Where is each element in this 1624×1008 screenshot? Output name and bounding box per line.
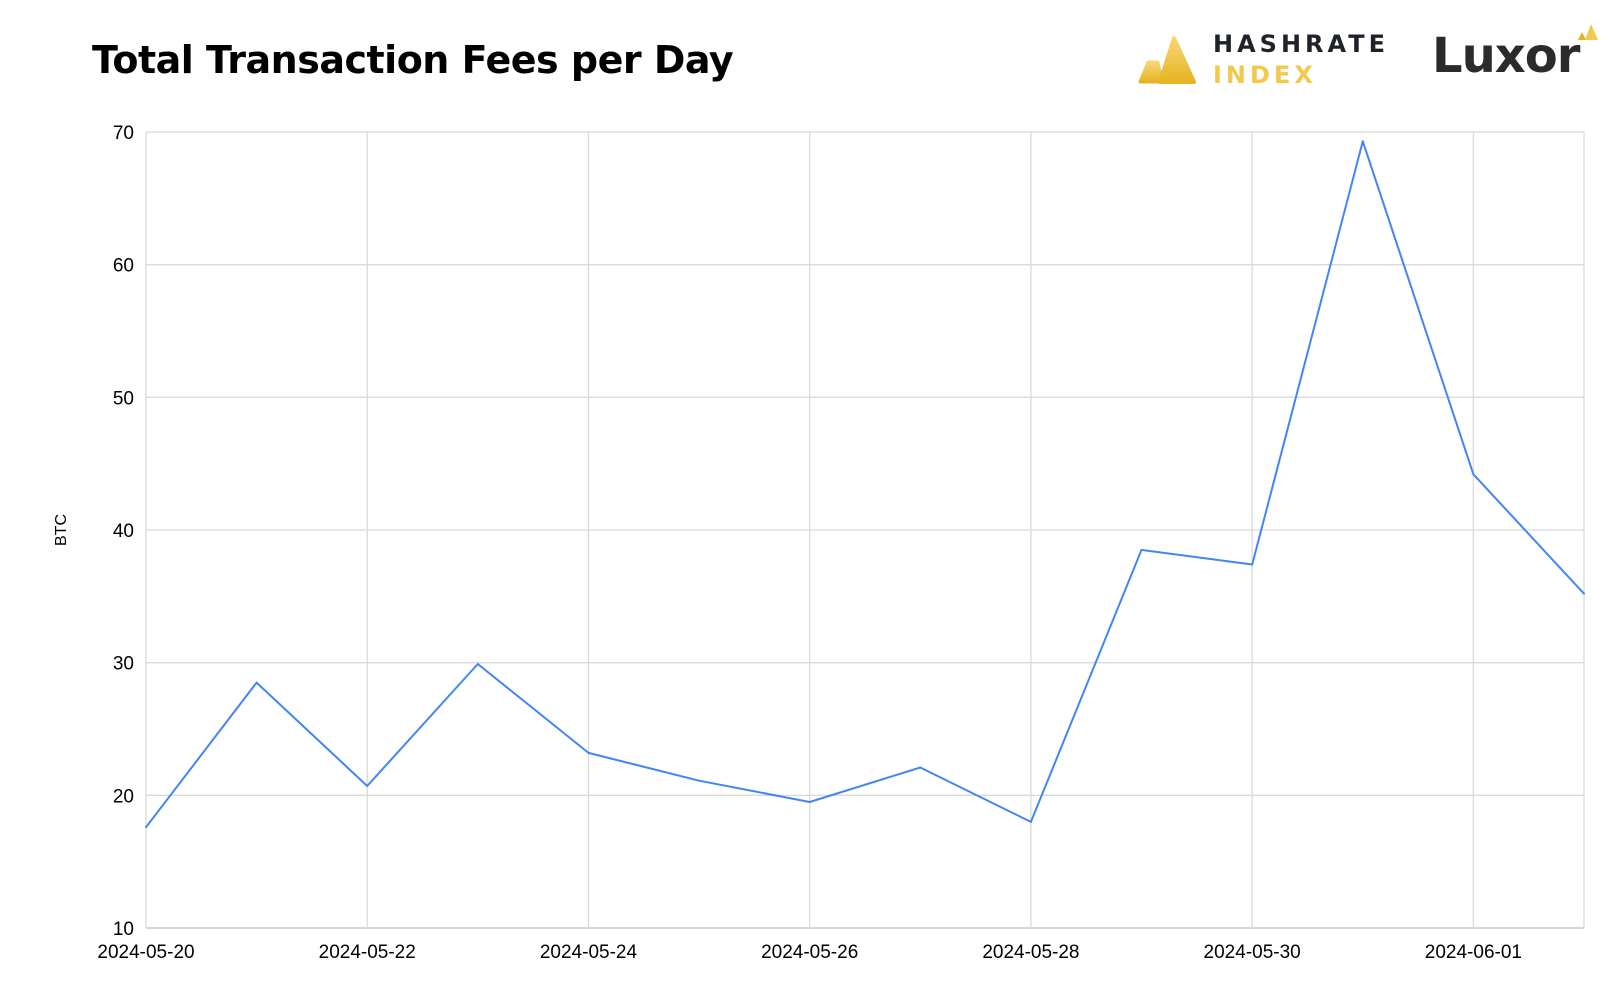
index-word: INDEX <box>1213 61 1317 89</box>
data-point <box>1029 820 1032 823</box>
x-tick-label: 2024-06-01 <box>1425 942 1522 963</box>
y-tick-label: 50 <box>113 388 134 409</box>
data-point <box>1251 563 1254 566</box>
data-point <box>366 785 369 788</box>
y-tick-label: 60 <box>113 256 134 277</box>
y-tick-label: 20 <box>113 786 134 807</box>
x-tick-label: 2024-05-24 <box>540 942 638 963</box>
luxor-word: Luxor <box>1432 28 1580 84</box>
data-point <box>255 681 258 684</box>
data-point <box>1583 592 1585 595</box>
data-point <box>919 766 922 769</box>
data-point <box>587 751 590 754</box>
hashrate-word: HASHRATE <box>1213 30 1389 58</box>
x-tick-label: 2024-05-26 <box>761 942 858 963</box>
data-point <box>145 826 147 829</box>
y-tick-label: 10 <box>113 919 134 940</box>
x-tick-label: 2024-05-22 <box>319 942 416 963</box>
luxor-logo-icon <box>1578 24 1598 40</box>
data-point <box>1361 140 1364 143</box>
series-line-group <box>145 140 1585 829</box>
data-point <box>698 779 701 782</box>
y-tick-label: 70 <box>113 123 134 144</box>
x-tick-label: 2024-05-20 <box>97 942 194 963</box>
y-axis-title: BTC <box>53 514 70 546</box>
data-point <box>476 662 479 665</box>
data-point <box>1472 473 1475 476</box>
hashrate-index-logo: HASHRATE INDEX <box>1138 28 1385 89</box>
gridlines <box>145 131 1585 929</box>
y-tick-label: 30 <box>113 654 134 675</box>
y-tick-label: 40 <box>113 521 134 542</box>
data-point <box>808 800 811 803</box>
x-tick-label: 2024-05-28 <box>982 942 1079 963</box>
series-line <box>145 140 1585 828</box>
luxor-logo: Luxor <box>1432 22 1602 86</box>
tick-labels: 10 20 30 40 50 60 70 2024-05-20 2024-05-22 2024-0… <box>97 123 1522 963</box>
hashrate-index-logo-icon <box>1138 36 1196 84</box>
chart-title: Total Transaction Fees per Day <box>92 38 734 82</box>
x-tick-label: 2024-05-30 <box>1204 942 1301 963</box>
data-point <box>1140 548 1143 551</box>
